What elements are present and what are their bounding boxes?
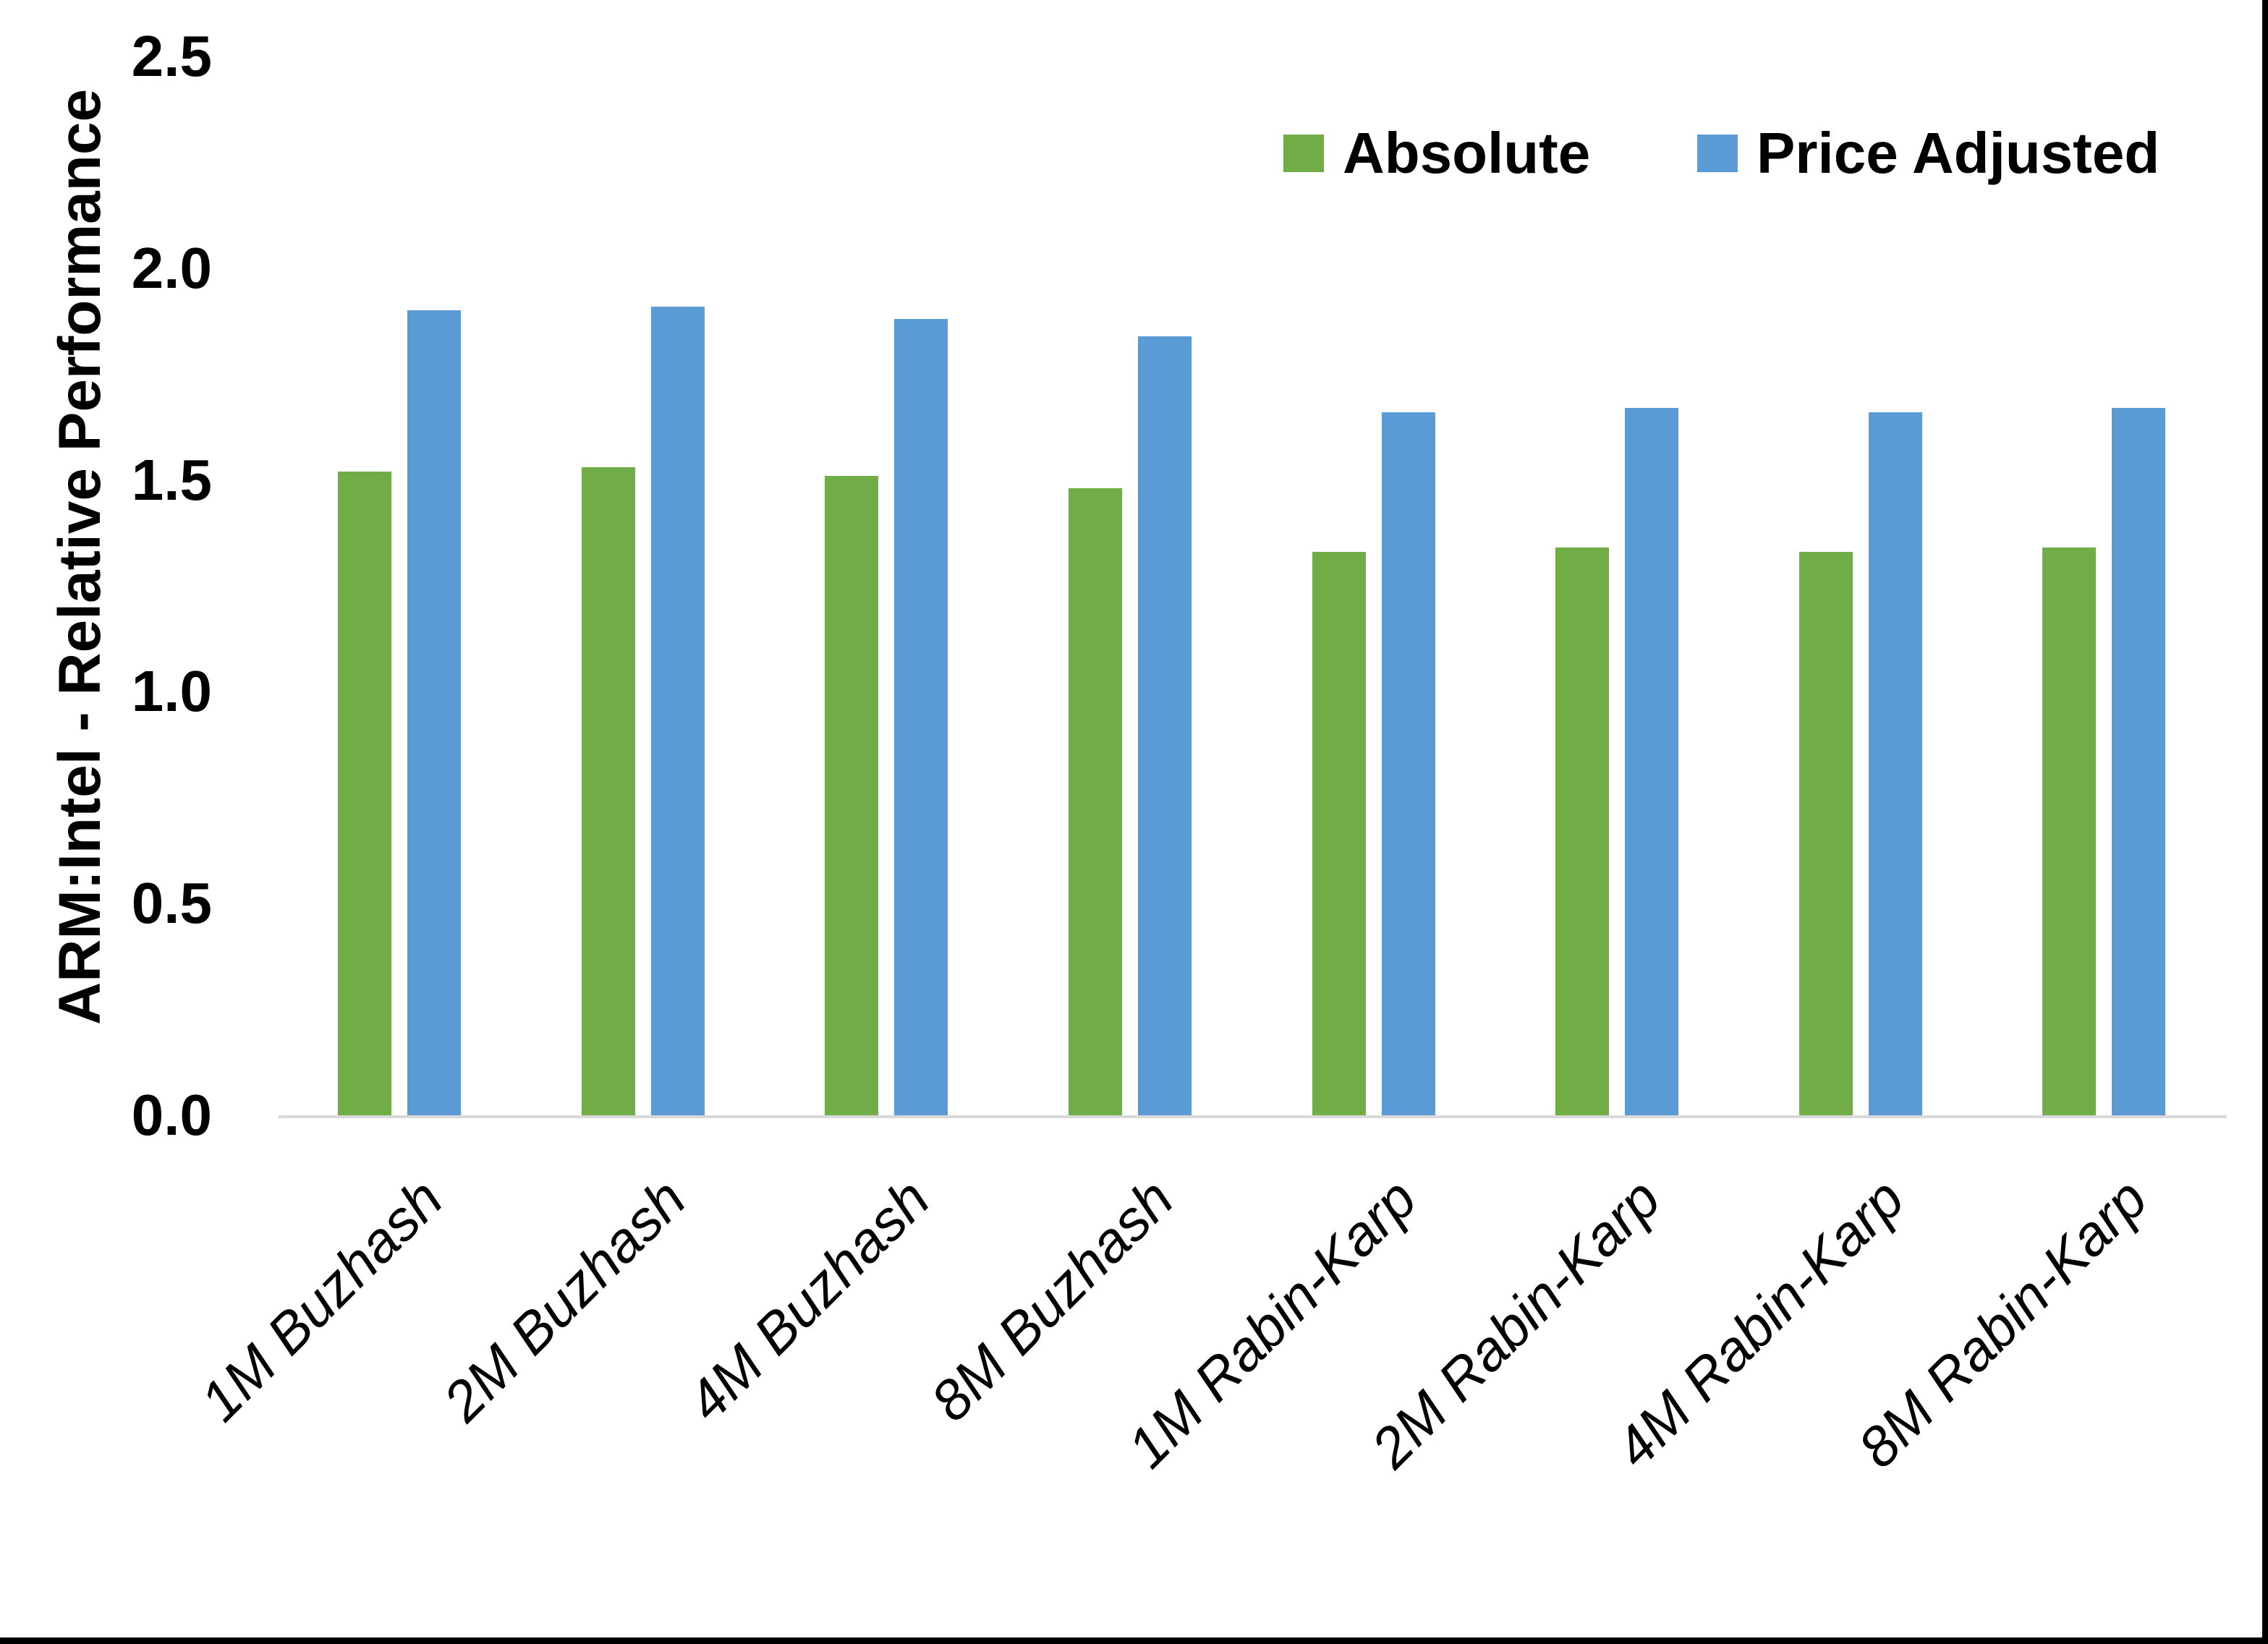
bar-absolute-2m-buzhash bbox=[581, 467, 635, 1115]
legend-swatch-price-adjusted-icon bbox=[1697, 135, 1738, 172]
bar-absolute-1m-buzhash bbox=[338, 471, 391, 1115]
x-label-2m-buzhash: 2M Buzhash bbox=[431, 1166, 698, 1434]
x-label-1m-buzhash: 1M Buzhash bbox=[187, 1166, 455, 1434]
legend-item-absolute: Absolute bbox=[1283, 120, 1590, 187]
bar-absolute-8m-buzhash bbox=[1068, 488, 1122, 1115]
bar-price-adjusted-1m-buzhash bbox=[407, 310, 461, 1115]
y-tick-label-0-0: 0.0 bbox=[131, 1083, 212, 1147]
plot-area bbox=[279, 56, 2227, 1115]
y-tick-label-2-5: 2.5 bbox=[131, 24, 212, 88]
bar-price-adjusted-8m-rabin-karp bbox=[2112, 408, 2166, 1115]
bar-price-adjusted-2m-rabin-karp bbox=[1625, 408, 1679, 1115]
bar-absolute-4m-rabin-karp bbox=[1798, 552, 1853, 1115]
bar-price-adjusted-4m-rabin-karp bbox=[1868, 412, 1922, 1115]
y-tick-label-1-5: 1.5 bbox=[131, 447, 212, 512]
legend-label-absolute: Absolute bbox=[1343, 121, 1591, 185]
legend-item-price-adjusted: Price Adjusted bbox=[1697, 120, 2159, 187]
bar-price-adjusted-2m-buzhash bbox=[650, 306, 705, 1115]
legend-label-price-adjusted: Price Adjusted bbox=[1757, 121, 2160, 185]
y-tick-label-1-0: 1.0 bbox=[131, 659, 212, 724]
x-axis-line bbox=[279, 1115, 2227, 1118]
bar-absolute-1m-rabin-karp bbox=[1312, 552, 1366, 1115]
bar-absolute-4m-buzhash bbox=[825, 475, 879, 1115]
x-label-8m-buzhash: 8M Buzhash bbox=[918, 1166, 1186, 1434]
bar-price-adjusted-1m-rabin-karp bbox=[1381, 412, 1435, 1115]
y-tick-label-0-5: 0.5 bbox=[131, 871, 212, 936]
y-tick-label-2-0: 2.0 bbox=[131, 235, 212, 300]
bar-price-adjusted-4m-buzhash bbox=[894, 319, 948, 1115]
bar-absolute-8m-rabin-karp bbox=[2042, 548, 2097, 1115]
bar-absolute-2m-rabin-karp bbox=[1555, 548, 1610, 1115]
x-label-4m-buzhash: 4M Buzhash bbox=[674, 1166, 942, 1434]
bar-price-adjusted-8m-buzhash bbox=[1137, 336, 1192, 1115]
legend-swatch-absolute-icon bbox=[1283, 135, 1324, 172]
